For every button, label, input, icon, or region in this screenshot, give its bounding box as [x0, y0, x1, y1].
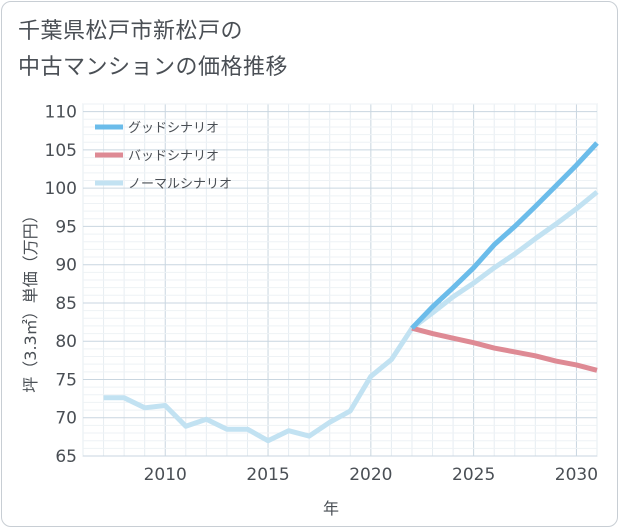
y-tick-label: 105	[45, 141, 77, 161]
y-tick-label: 110	[45, 103, 77, 123]
y-axis-label: 坪（3.3㎡）単価（万円）	[21, 207, 40, 392]
tick-labels: 2010 2015 2020 2025 2030 65 70 75 80 85 90 95 100 105…	[45, 103, 599, 485]
chart-title: 千葉県松戸市新松戸の 中古マンションの価格推移	[18, 14, 288, 86]
x-tick-label: 2015	[246, 465, 289, 485]
x-tick-label: 2020	[349, 465, 392, 485]
y-tick-label: 65	[55, 447, 77, 467]
chart-title-line-2: 中古マンションの価格推移	[18, 55, 289, 80]
legend-label: グッドシナリオ	[128, 121, 219, 136]
y-tick-label: 85	[55, 294, 77, 314]
y-tick-label: 80	[55, 332, 77, 352]
chart-title-line-1: 千葉県松戸市新松戸の	[18, 19, 244, 44]
x-tick-label: 2010	[144, 465, 187, 485]
y-tick-label: 95	[55, 217, 77, 237]
y-tick-label: 90	[55, 256, 77, 276]
y-tick-label: 100	[45, 179, 77, 199]
x-tick-label: 2030	[555, 465, 598, 485]
series-lines	[103, 141, 599, 444]
x-axis-label: 年	[323, 499, 339, 518]
x-tick-label: 2025	[452, 465, 495, 485]
legend-label: バッドシナリオ	[128, 149, 219, 164]
y-tick-label: 75	[55, 370, 77, 390]
legend-label: ノーマルシナリオ	[128, 177, 232, 192]
y-tick-label: 70	[55, 409, 77, 429]
series-line-0	[410, 141, 599, 330]
series-line-1	[411, 325, 598, 373]
series-line-2	[103, 190, 599, 444]
